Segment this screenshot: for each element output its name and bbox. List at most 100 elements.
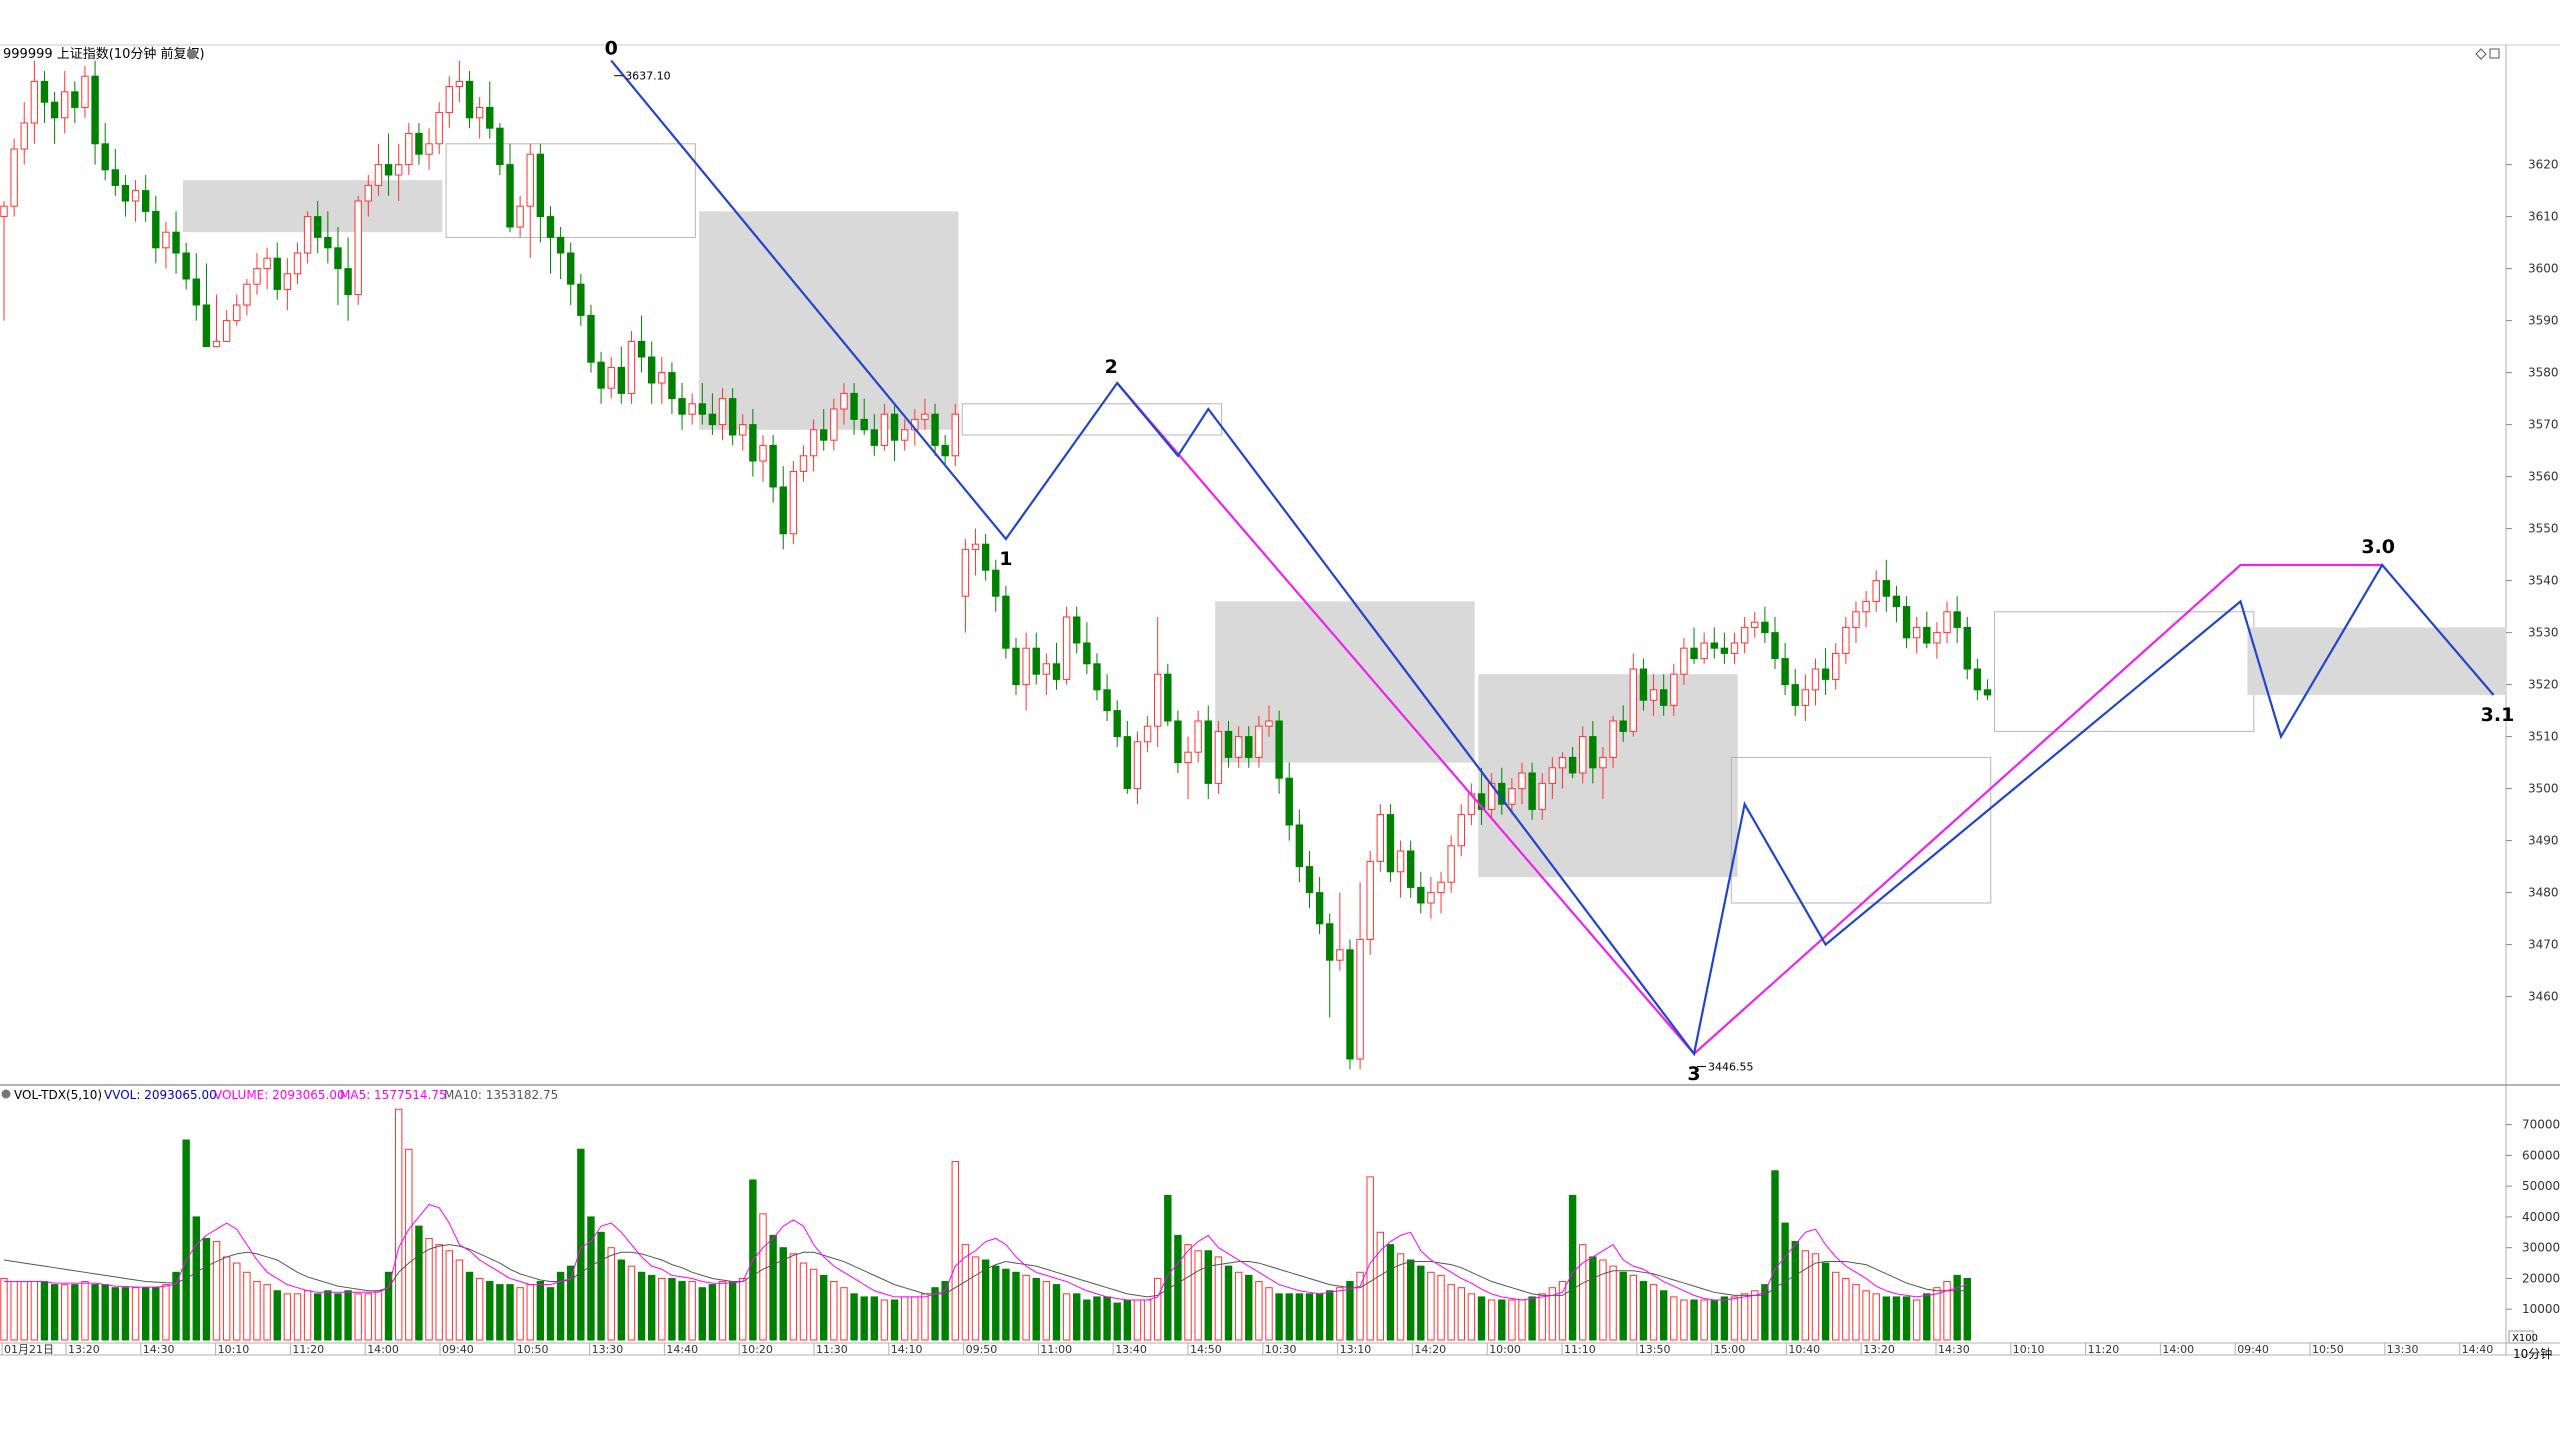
volume-bar	[1943, 1281, 1951, 1341]
volume-bar	[850, 1293, 858, 1341]
candle	[435, 112, 443, 145]
candle	[1670, 673, 1678, 706]
time-tick-label: 11:30	[816, 1343, 848, 1356]
candle	[1457, 814, 1465, 847]
candle	[749, 424, 757, 462]
volume-bar	[617, 1259, 626, 1341]
wave-label: 3.1	[2481, 704, 2515, 726]
candle	[1174, 720, 1182, 764]
volume-bar	[1437, 1274, 1445, 1341]
volume-bar	[1285, 1293, 1293, 1341]
ma5-label: MA5: 1577514.75	[340, 1088, 447, 1102]
time-tick-label: 01月21日	[4, 1343, 54, 1356]
low-value-label: 3446.55	[1708, 1061, 1754, 1074]
diamond-icon[interactable]	[2475, 48, 2487, 60]
wave-label: 3.0	[2361, 536, 2395, 558]
candle	[678, 398, 686, 415]
price-tick-label: 3500	[2528, 782, 2559, 796]
candle	[101, 143, 109, 171]
volume-bar	[162, 1284, 170, 1341]
volume-bar	[1022, 1274, 1030, 1341]
candle	[1366, 860, 1374, 940]
candle	[20, 122, 28, 150]
volume-bar	[911, 1296, 919, 1341]
volume-bar	[1012, 1271, 1020, 1341]
price-tick-label: 3610	[2528, 210, 2559, 224]
time-tick-label: 14:50	[1190, 1343, 1222, 1356]
candle	[91, 75, 99, 145]
candle	[1953, 611, 1961, 628]
volume-bar	[1326, 1290, 1334, 1341]
candle	[1751, 621, 1759, 628]
candle	[405, 132, 413, 166]
volume-bar	[172, 1271, 180, 1341]
settings-icon[interactable]	[187, 49, 197, 59]
time-tick-label: 13:50	[1639, 1343, 1671, 1356]
candle	[1417, 886, 1425, 904]
candle	[577, 283, 585, 316]
candle	[1315, 892, 1324, 925]
candle	[1629, 668, 1638, 732]
candle	[1275, 720, 1283, 779]
price-tick-label: 3580	[2528, 366, 2559, 380]
volume-bar	[1174, 1234, 1182, 1341]
square-icon[interactable]	[2489, 48, 2500, 59]
volume-bar	[91, 1284, 99, 1341]
volume-bar	[1062, 1293, 1071, 1341]
candle	[840, 392, 848, 410]
volume-bar	[1710, 1299, 1718, 1341]
volume-bar	[718, 1281, 727, 1341]
candle	[1771, 632, 1779, 660]
volume-bar	[455, 1259, 464, 1341]
candle	[506, 164, 514, 228]
candle	[1042, 663, 1051, 675]
price-tick-label: 3470	[2528, 938, 2559, 952]
candle	[607, 366, 615, 389]
candle	[1649, 689, 1658, 701]
candle	[1437, 881, 1445, 894]
volume-bar	[1487, 1299, 1496, 1341]
price-tick-label: 3540	[2528, 574, 2559, 588]
candle	[941, 444, 949, 457]
time-tick-label: 11:20	[2088, 1343, 2120, 1356]
volume-bar	[496, 1284, 504, 1341]
volume-label: VOLUME: 2093065.00	[214, 1088, 345, 1102]
volume-bar	[1315, 1293, 1324, 1341]
time-tick-label: 14:30	[1938, 1343, 1970, 1356]
candle	[1062, 616, 1071, 680]
volume-bar	[61, 1284, 69, 1341]
volume-bar	[577, 1148, 585, 1341]
volume-bar	[394, 1108, 403, 1341]
candle	[1224, 730, 1233, 758]
price-tick-label: 3520	[2528, 678, 2559, 692]
candle	[1143, 725, 1152, 743]
wave-label: 1	[999, 548, 1012, 570]
volume-bar	[647, 1274, 656, 1341]
candle	[162, 231, 170, 249]
volume-bar	[860, 1296, 868, 1341]
volume-settings-icon[interactable]	[1, 1089, 11, 1099]
candle	[647, 356, 656, 384]
volume-bar	[263, 1284, 271, 1341]
candle	[445, 86, 453, 114]
candle	[1599, 756, 1607, 769]
volume-bar	[354, 1293, 362, 1341]
volume-bar	[1832, 1271, 1840, 1341]
candle	[1801, 689, 1810, 706]
time-tick-label: 13:30	[592, 1343, 624, 1356]
volume-bar	[1184, 1244, 1192, 1341]
time-tick-label: 10:10	[218, 1343, 250, 1356]
candle	[253, 268, 261, 285]
consolidation-zone	[1215, 601, 1475, 763]
candle	[334, 247, 342, 270]
price-tick-label: 3560	[2528, 470, 2559, 484]
candle	[202, 304, 211, 348]
volume-bar	[1275, 1293, 1283, 1341]
candle	[1933, 632, 1941, 644]
candle	[152, 210, 160, 249]
candle	[1518, 772, 1526, 790]
time-tick-label: 14:00	[367, 1343, 399, 1356]
candle	[1842, 626, 1850, 654]
candle	[1184, 751, 1192, 764]
